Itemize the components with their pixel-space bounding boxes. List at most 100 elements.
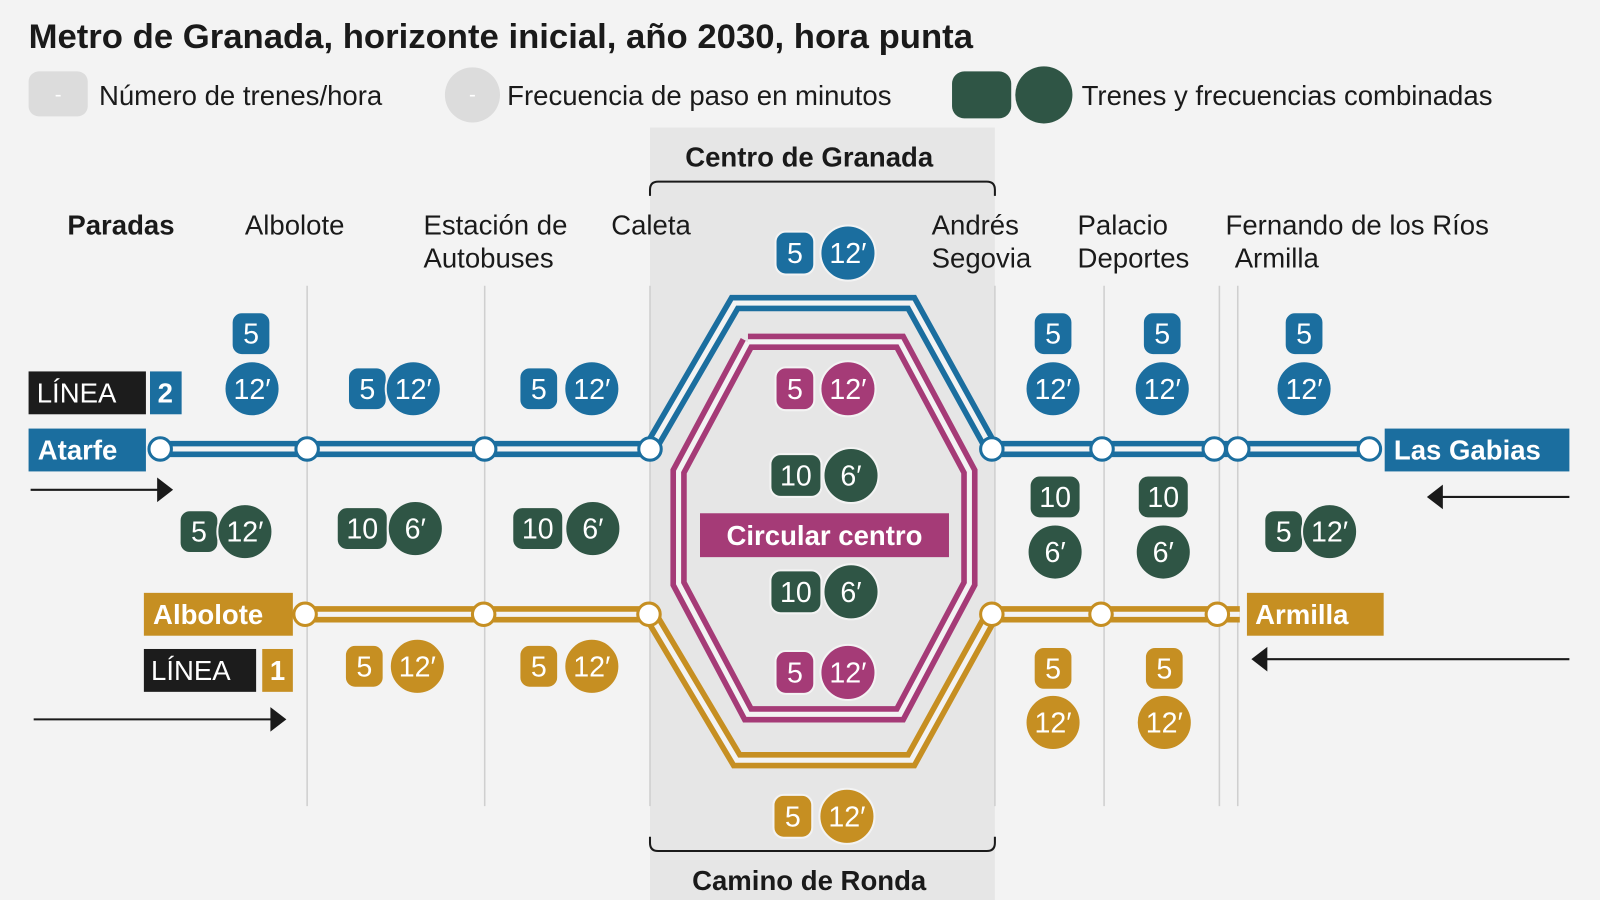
frequency-badge-linea2: 5 12′ [1024, 311, 1082, 418]
legend-trains-symbol: - [55, 84, 62, 106]
page-title: Metro de Granada, horizonte inicial, año… [29, 18, 974, 56]
linea2-tag: LÍNEA 2 [28, 371, 182, 415]
center-top-bracket [648, 180, 996, 196]
direction-arrows [30, 477, 1570, 732]
station-node-linea2 [471, 436, 498, 462]
frequency-value: 12′ [226, 517, 263, 549]
trains-per-hour-badge [769, 453, 823, 498]
frequency-circle [388, 637, 446, 695]
station-node-linea2 [1201, 436, 1228, 462]
albolote-terminal-bg [143, 592, 293, 636]
circular-centro-bg [700, 513, 949, 558]
trains-per-hour-value: 5 [1045, 653, 1061, 685]
station-labels: Albolote Estación de Autobuses Caleta An… [245, 210, 1489, 274]
station-palacio-deportes-l1: Palacio [1078, 210, 1168, 241]
frequency-value: 12′ [1144, 374, 1181, 406]
station-node-linea2 [1356, 436, 1383, 462]
frequency-badge-linea1: 5 12′ [772, 787, 876, 845]
arrowhead-icon [1251, 646, 1268, 672]
legend-frequency-swatch [444, 67, 500, 123]
frequency-value: 6′ [405, 514, 426, 546]
frequency-badge-linea2: 5 12′ [1133, 311, 1191, 418]
frequency-badge-linea1: 5 12′ [1024, 645, 1082, 752]
legend: - Número de trenes/hora - Frecuencia de … [28, 66, 1492, 124]
station-node-linea2 [294, 436, 320, 462]
legend-combined-circle [1015, 66, 1073, 124]
frequency-circle [819, 224, 877, 282]
legend-combined-square [952, 71, 1012, 119]
armilla-terminal-bg [1246, 592, 1384, 636]
trains-per-hour-value: 5 [1296, 319, 1312, 351]
station-estacion-autobuses-l1: Estación de [423, 210, 567, 241]
center-bottom-label: Camino de Ronda [692, 865, 927, 896]
frequency-badge-linea1: 5 12′ [518, 637, 621, 695]
trains-per-hour-value: 10 [780, 461, 812, 493]
linea2-number-bg [150, 371, 182, 415]
linea1-track-inner [295, 611, 1240, 763]
frequency-value: 12′ [573, 374, 610, 406]
las-gabias-terminal: Las Gabias [1394, 435, 1541, 466]
frequency-badge-combined: 5 12′ [178, 503, 274, 561]
frequency-badge-linea1: 5 12′ [1135, 645, 1193, 752]
tracks [153, 294, 1373, 769]
frequency-value: 6′ [840, 461, 861, 493]
frequency-circle [819, 360, 877, 418]
station-node-linea1 [1088, 601, 1114, 628]
frequency-circle [563, 637, 621, 695]
trains-per-hour-badge [772, 793, 814, 839]
trains-per-hour-value: 5 [356, 651, 372, 683]
trains-per-hour-value: 5 [1154, 319, 1170, 351]
frequency-circle [819, 643, 877, 702]
station-node-linea2 [979, 436, 1005, 462]
station-palacio-deportes-l2: Deportes [1078, 242, 1190, 273]
station-estacion-autobuses-l2: Autobuses [423, 242, 553, 273]
trains-per-hour-badge [230, 311, 272, 357]
station-node-linea1 [1204, 601, 1231, 628]
arrowhead-icon [157, 477, 174, 503]
frequency-circle [384, 360, 442, 418]
frequency-circle [1026, 523, 1084, 581]
trains-per-hour-value: 5 [191, 517, 207, 549]
frequency-value: 12′ [1146, 707, 1183, 739]
frequency-value: 12′ [1034, 707, 1071, 739]
station-node-linea1 [636, 601, 662, 628]
frequency-badge-linea2: 5 12′ [223, 311, 281, 418]
frequency-circle [1024, 360, 1082, 418]
trains-per-hour-badge [774, 650, 816, 695]
frequency-badge-linea2: 5 12′ [346, 360, 442, 418]
frequency-value: 12′ [573, 651, 610, 683]
frequency-badge-circular: 5 12′ [774, 643, 877, 702]
trains-per-hour-value: 10 [522, 514, 554, 546]
frequency-badge-combined: 10 6′ [1026, 474, 1084, 581]
frequency-badge-linea2: 5 12′ [1275, 311, 1333, 418]
trains-per-hour-value: 5 [359, 374, 375, 406]
frequency-circle [1275, 360, 1333, 418]
center-bottom-bracket [648, 836, 996, 853]
station-node-linea2 [637, 436, 663, 462]
station-nodes [147, 436, 1383, 628]
frequency-circle [1024, 693, 1082, 752]
trains-per-hour-badge [1143, 645, 1185, 691]
legend-trains-swatch [28, 71, 88, 117]
station-andres-segovia-l2: Segovia [932, 242, 1032, 273]
frequency-badge-circular: 5 12′ [774, 360, 877, 418]
trains-per-hour-value: 5 [531, 374, 547, 406]
frequency-value: 6′ [840, 577, 861, 609]
station-node-linea2 [1089, 436, 1115, 462]
frequency-value: 12′ [399, 651, 436, 683]
trains-per-hour-value: 5 [787, 374, 803, 406]
trains-per-hour-value: 5 [787, 238, 803, 270]
trains-per-hour-badge [769, 569, 823, 615]
trains-per-hour-value: 10 [346, 514, 378, 546]
frequency-badge-combined: 10 6′ [1134, 474, 1192, 581]
las-gabias-terminal-bg [1384, 428, 1570, 472]
trains-per-hour-badge [343, 643, 385, 689]
circular-track-inner [676, 339, 972, 717]
frequency-circle [822, 446, 880, 505]
trains-per-hour-badge [1032, 311, 1074, 357]
linea2-word-bg [28, 371, 146, 415]
trains-per-hour-badge [1283, 311, 1325, 357]
station-node-linea2 [147, 436, 173, 462]
trains-per-hour-value: 5 [1045, 319, 1061, 351]
atarfe-terminal-bg [28, 428, 146, 472]
